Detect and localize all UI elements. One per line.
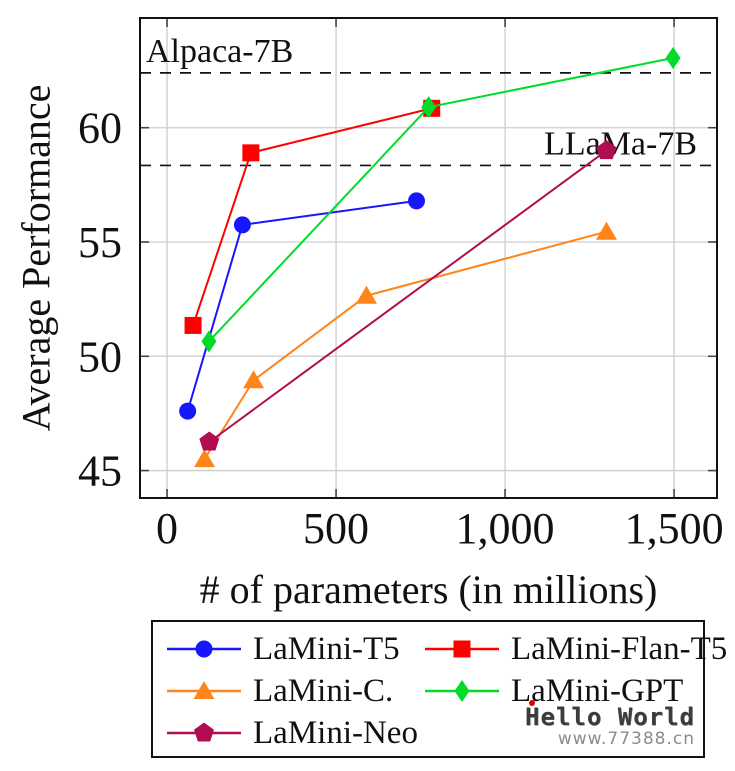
svg-text:1,500: 1,500 — [625, 504, 724, 553]
legend-item-lamini-gpt: LaMini-GPT — [423, 673, 727, 710]
legend-item-lamini-c: LaMini-C. — [165, 673, 423, 710]
red-dot-icon — [529, 700, 536, 706]
svg-text:1,000: 1,000 — [456, 504, 555, 553]
y-tick-labels: 45 50 55 60 — [78, 104, 122, 496]
series-lamini-c- — [194, 221, 617, 468]
plot-border — [139, 17, 718, 499]
legend: LaMini-T5 LaMini-Flan-T5 LaMini-C. LaMin… — [151, 620, 727, 758]
svg-text:500: 500 — [303, 504, 369, 553]
lamini-neo-line-pentagon-icon — [167, 722, 241, 742]
svg-text:50: 50 — [78, 332, 122, 381]
legend-label: LaMini-Neo — [253, 714, 418, 751]
legend-item-lamini-neo: LaMini-Neo — [165, 715, 423, 752]
watermark-url: www.77388.cn — [557, 729, 695, 749]
legend-label: LaMini-T5 — [253, 630, 400, 667]
lamini-c-line-triangle-icon — [167, 681, 241, 699]
tick-marks — [140, 18, 717, 498]
baseline-label-alpaca-7b: Alpaca-7B — [146, 33, 293, 70]
svg-text:45: 45 — [78, 447, 122, 496]
series-lamini-gpt — [201, 47, 681, 353]
lamini-t5-line-circle-icon — [167, 640, 241, 658]
legend-label: LaMini-Flan-T5 — [511, 630, 728, 667]
watermark: Hello World www.77388.cn — [525, 700, 695, 749]
svg-text:60: 60 — [78, 104, 122, 153]
x-tick-labels: 0 500 1,000 1,500 — [156, 504, 724, 553]
watermark-title: Hello World — [525, 700, 695, 729]
series-lamini-t5 — [179, 192, 426, 420]
x-axis-title: # of parameters (in millions) — [199, 567, 658, 612]
lamini-gpt-line-diamond-icon — [425, 680, 499, 702]
lamini-flan-t5-line-square-icon — [425, 640, 499, 658]
legend-label: LaMini-GPT — [511, 672, 684, 709]
baseline-label-llama-7b: LLaMa-7B — [544, 125, 697, 162]
series-lamini-neo — [199, 140, 617, 451]
legend-label: LaMini-C. — [253, 672, 394, 709]
plot-area: Alpaca-7B LLaMa-7B 0 500 1,000 1,500 45 50 55 60 — [78, 17, 724, 553]
svg-text:0: 0 — [156, 504, 178, 553]
legend-item-lamini-flan-t5: LaMini-Flan-T5 — [423, 631, 727, 668]
gridlines — [140, 18, 717, 498]
svg-text:55: 55 — [78, 218, 122, 267]
legend-item-lamini-t5: LaMini-T5 — [165, 631, 423, 668]
